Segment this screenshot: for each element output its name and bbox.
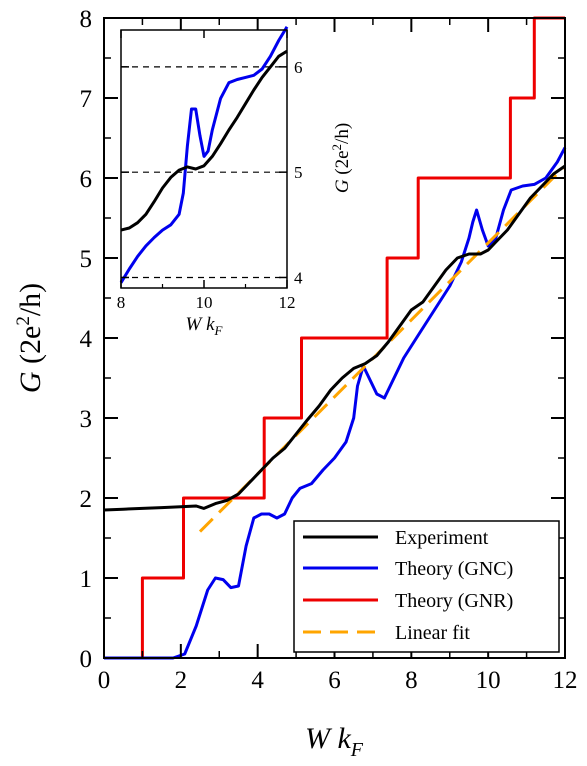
legend: Experiment Theory (GNC) Theory (GNR) Lin… — [293, 520, 560, 653]
inset-series-line-experiment — [120, 49, 288, 232]
legend-label-experiment: Experiment — [395, 527, 489, 549]
x-tick-label: 0 — [98, 667, 111, 694]
inset-series-line-theory-gnc — [119, 26, 289, 284]
y-tick-label: 4 — [80, 326, 93, 353]
legend-label-theory-gnc: Theory (GNC) — [395, 558, 513, 580]
x-tick-label: 6 — [328, 667, 341, 694]
series-line-theory-gnc — [104, 146, 567, 660]
inset-y-tick-label: 6 — [294, 58, 303, 77]
y-tick-label: 7 — [80, 86, 93, 113]
x-tick-label: 4 — [251, 667, 264, 694]
y-tick-label: 8 — [80, 6, 93, 33]
inset-x-tick-label: 8 — [117, 293, 126, 312]
y-tick-label: 2 — [80, 486, 93, 513]
inset-tick-labels-group: 8 10 12 4 5 6 — [117, 58, 303, 312]
inset-ticks-group — [120, 30, 288, 288]
y-tick-label: 3 — [80, 406, 93, 433]
series-line-theory-gnr — [104, 16, 565, 660]
inset-x-axis-label: W kF — [186, 314, 224, 338]
series-line-experiment — [103, 164, 566, 512]
y-tick-label: 5 — [80, 246, 93, 273]
y-tick-label: 1 — [80, 566, 93, 593]
legend-box — [293, 520, 560, 653]
x-tick-label: 12 — [553, 667, 578, 694]
inset-x-tick-label: 10 — [196, 293, 213, 312]
inset-y-tick-label: 4 — [294, 268, 303, 287]
inset-x-tick-label: 12 — [279, 293, 296, 312]
main-series-group — [103, 16, 567, 660]
x-tick-label: 10 — [476, 667, 501, 694]
y-tick-label: 0 — [80, 646, 93, 673]
inset-y-tick-label: 5 — [294, 163, 303, 182]
inset-series-group — [119, 26, 289, 284]
x-tick-label: 2 — [175, 667, 188, 694]
y-tick-label: 6 — [80, 166, 93, 193]
x-tick-label: 8 — [405, 667, 418, 694]
legend-label-linear-fit: Linear fit — [395, 622, 470, 644]
inset-y-axis-label: G (2e2/h) — [329, 123, 353, 193]
main-y-axis-label: G (2e2/h) — [13, 283, 47, 393]
inset-plot: 8 10 12 4 5 6 W kF G (2e2/h) — [117, 26, 353, 338]
main-x-axis-label: W kF — [305, 722, 364, 761]
legend-label-theory-gnr: Theory (GNR) — [395, 590, 513, 612]
